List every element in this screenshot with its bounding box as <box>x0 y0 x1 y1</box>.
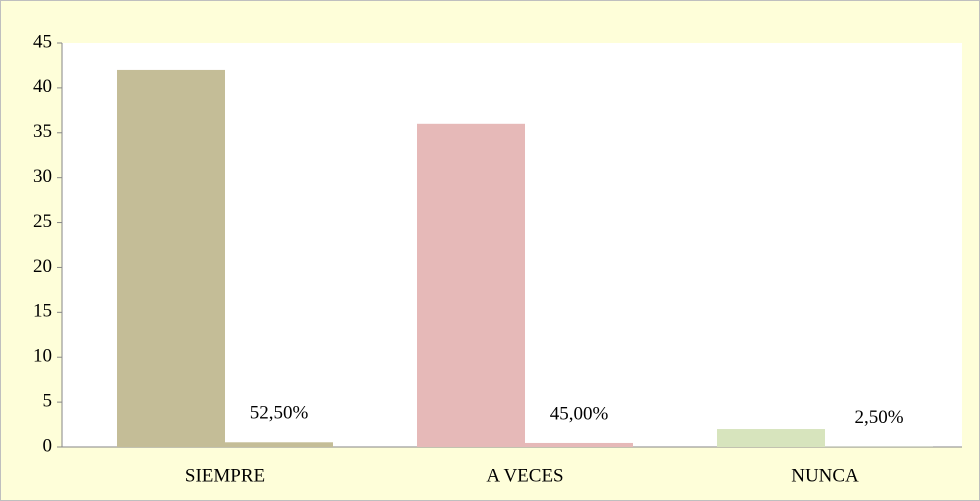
bar <box>117 69 225 447</box>
x-tick-label: SIEMPRE <box>185 465 265 486</box>
data-label: 52,50% <box>250 403 309 424</box>
y-tick-label: 30 <box>33 166 52 187</box>
data-label: 2,50% <box>854 407 903 428</box>
y-tick-label: 20 <box>33 256 52 277</box>
bar <box>417 123 525 448</box>
y-tick-label: 45 <box>33 31 52 52</box>
y-tick-label: 0 <box>43 435 53 456</box>
bar <box>225 442 333 447</box>
x-tick-label: A VECES <box>486 465 563 486</box>
y-tick-label: 25 <box>33 211 52 232</box>
data-label: 45,00% <box>550 403 609 424</box>
y-tick-label: 10 <box>33 346 52 367</box>
y-tick-label: 5 <box>43 390 53 411</box>
bar <box>525 442 633 447</box>
bar <box>717 429 825 447</box>
y-tick-label: 35 <box>33 121 52 142</box>
x-tick-label: NUNCA <box>791 465 859 486</box>
y-tick-label: 40 <box>33 76 52 97</box>
y-tick-label: 15 <box>33 301 52 322</box>
